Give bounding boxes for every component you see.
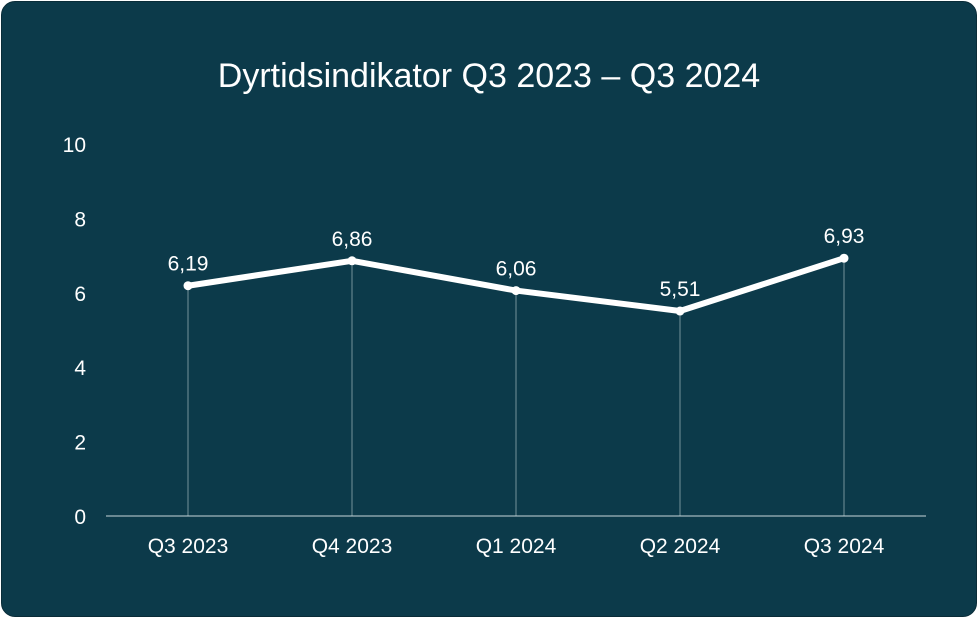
x-tick-label: Q2 2024 [640,535,721,558]
y-tick-label: 10 [63,134,86,157]
x-axis-categories: Q3 2023 Q4 2023 Q1 2024 Q2 2024 Q3 2024 [148,535,885,558]
y-tick-label: 8 [74,208,86,231]
data-point [511,286,521,296]
y-tick-label: 4 [74,357,86,380]
x-tick-label: Q1 2024 [476,535,557,558]
data-label: 6,93 [824,225,865,248]
drop-lines [187,258,845,516]
data-label: 6,86 [332,228,373,251]
data-point [347,256,357,266]
y-tick-label: 0 [74,506,86,529]
x-tick-label: Q3 2023 [148,535,229,558]
y-tick-label: 6 [74,283,86,306]
data-label: 6,19 [168,253,209,276]
data-label: 5,51 [660,278,701,301]
y-tick-label: 2 [74,432,86,455]
x-tick-label: Q4 2023 [312,535,393,558]
data-point [839,253,849,263]
data-labels: 6,19 6,86 6,06 5,51 6,93 [168,225,865,301]
data-point [183,281,193,291]
chart-title: Dyrtidsindikator Q3 2023 – Q3 2024 [218,57,760,95]
series-line-group [183,253,849,316]
data-label: 6,06 [496,258,537,281]
y-axis-ticks: 0 2 4 6 8 10 [63,134,87,529]
x-tick-label: Q3 2024 [804,535,885,558]
data-point [675,306,685,316]
